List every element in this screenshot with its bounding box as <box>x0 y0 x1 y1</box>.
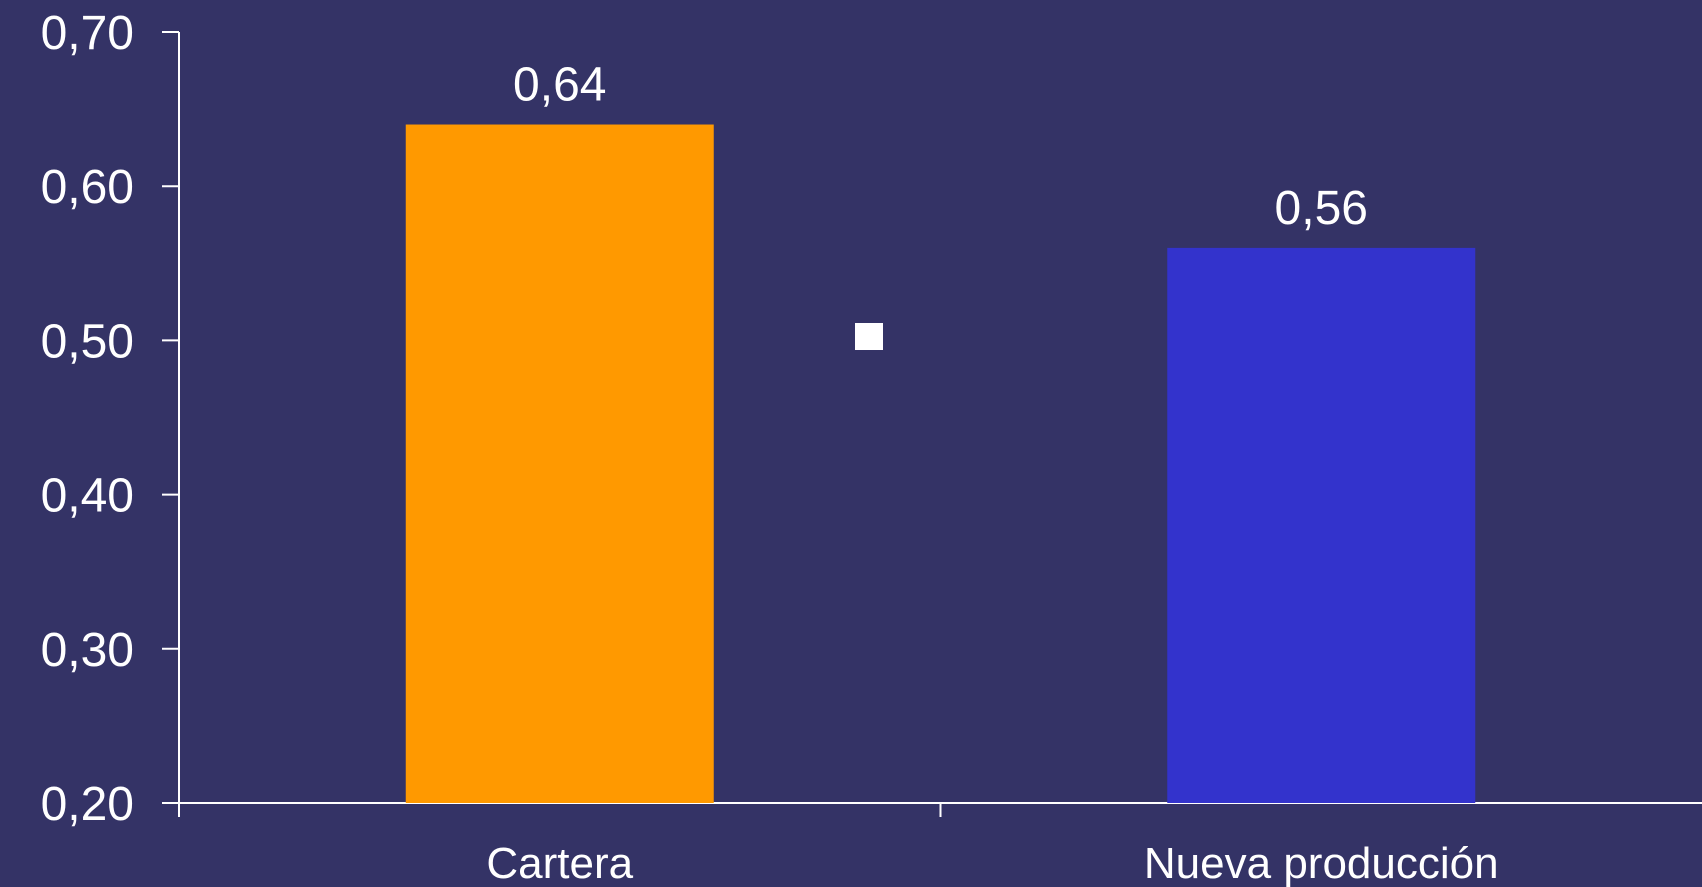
x-axis <box>178 802 1702 817</box>
y-tick-label: 0,20 <box>41 778 134 831</box>
category-label: Nueva producción <box>1144 839 1499 887</box>
legend-marker <box>855 323 883 350</box>
y-tick-label: 0,60 <box>41 161 134 214</box>
y-tick-label: 0,70 <box>41 7 134 60</box>
y-tick-label: 0,50 <box>41 315 134 368</box>
data-label: 0,64 <box>513 59 606 112</box>
bar <box>1167 247 1476 803</box>
category-label: Cartera <box>486 839 633 887</box>
y-tick-label: 0,30 <box>41 624 134 677</box>
y-axis: 0,20 0,30 0,40 0,50 0,60 0,70 <box>41 7 180 831</box>
data-label: 0,56 <box>1275 182 1368 235</box>
y-tick-label: 0,40 <box>41 470 134 523</box>
bars <box>405 124 1476 803</box>
data-labels: 0,64 0,56 <box>513 59 1368 235</box>
category-labels: Cartera Nueva producción <box>486 839 1498 887</box>
bar <box>405 124 714 803</box>
